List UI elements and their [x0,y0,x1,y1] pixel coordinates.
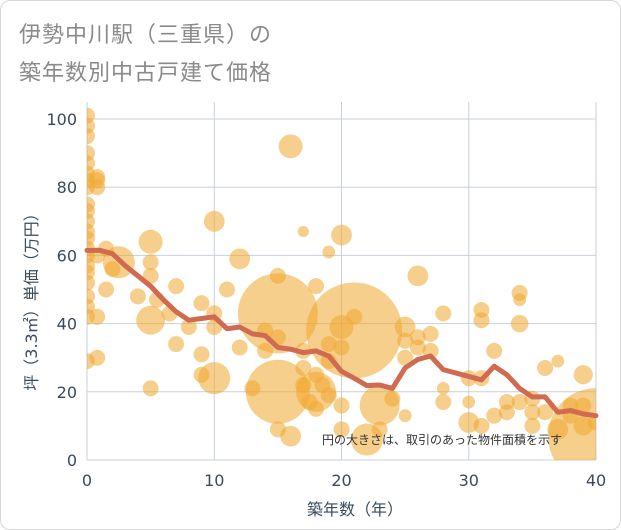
bubble-point [308,278,325,295]
bubble-point [407,265,429,287]
y-tick-label: 0 [67,451,77,470]
trend-line [84,247,599,419]
bubble-point [89,349,106,366]
bubble-point [524,404,541,421]
bubble-point [136,305,166,335]
bubble-point [89,308,106,325]
bubble-point [524,417,541,434]
bubble-point [129,288,146,305]
bubble-point [397,349,414,366]
bubble-point [435,305,452,322]
bubble-size-note: 円の大きさは、取引のあった物件面積を示す [322,432,562,447]
y-axis-ticks: 0 20 40 60 80 100 [46,110,77,470]
bubble-point [436,382,450,395]
bubble-point [297,225,309,238]
bubble-point [138,229,163,254]
bubble-point [320,387,337,404]
bubble-point [346,308,363,325]
bubble-point [218,281,235,298]
x-tick-label: 20 [331,471,351,490]
bubble-point [331,224,352,246]
bubble-point [537,404,554,421]
bubble-point [510,314,529,333]
bubble-point [486,407,503,424]
bubble-point [168,336,185,353]
bubble-point [384,390,401,407]
bubble-point [87,274,95,291]
chart-title-line-1: 伊勢中川駅（三重県）の [19,23,273,48]
bubble-point [142,254,159,271]
x-axis-ticks: 0 10 20 30 40 [82,471,606,490]
bubble-point [295,359,312,376]
bubble-point [435,394,452,411]
bubble-point [397,332,414,349]
bubble-point [280,425,301,447]
bubble-point [537,359,554,376]
y-tick-label: 60 [57,246,77,265]
y-tick-label: 20 [57,383,77,402]
bubble-point [513,293,527,307]
bubble-point [398,409,412,423]
bubble-point [89,179,106,196]
bubble-point [193,346,210,363]
chart-title-line-2: 築年数別中古戸建て価格 [19,61,273,86]
y-tick-label: 80 [57,178,77,197]
bubble-point [245,359,310,424]
bubble-point [87,128,95,145]
bubble-point [462,395,476,409]
bubble-point [203,210,225,232]
y-tick-label: 100 [46,110,77,129]
bubble-point [142,380,159,397]
bubble-point [322,245,336,259]
x-tick-label: 0 [82,471,92,490]
bubble-point [333,397,350,414]
bubble-point [231,339,248,356]
bubble-point [278,134,303,159]
bubble-point [198,362,231,395]
bubble-point [511,394,528,411]
bubble-point [573,365,593,385]
bubble-point [473,417,490,434]
y-tick-label: 40 [57,315,77,334]
bubble-point [409,339,426,356]
bubble-point [193,295,210,312]
bubble-point [422,325,439,342]
y-axis-label: 坪（3.3㎡）単価（万円） [22,205,41,390]
bubble-point [498,404,515,421]
bubble-point [486,342,503,359]
bubble-point [333,421,350,438]
bubble-point [168,278,185,295]
bubble-point [371,421,388,438]
bubble-point [229,248,251,270]
x-tick-label: 40 [586,471,606,490]
x-axis-label: 築年数（年） [307,500,403,519]
bubble-point [306,282,403,379]
trend-line-group [84,247,599,419]
x-tick-label: 10 [204,471,224,490]
bubble-point [473,312,490,329]
x-tick-label: 30 [459,471,479,490]
bubble-point [180,319,197,336]
bubble-point [394,316,416,338]
bubble-point [551,354,565,368]
bubble-point [548,388,596,460]
bubble-point [98,281,115,298]
bubble-point [308,400,325,417]
